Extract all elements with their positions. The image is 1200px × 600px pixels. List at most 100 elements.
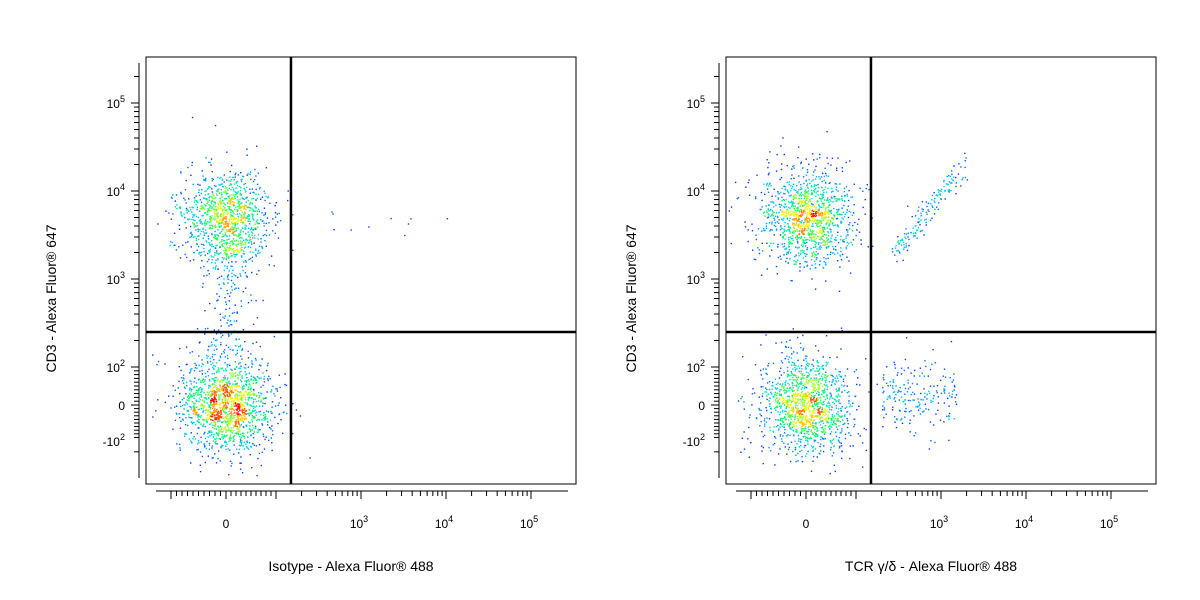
data-point [817,430,819,432]
data-point [796,212,798,215]
data-point [230,422,232,424]
data-point [285,384,288,387]
data-point [243,247,246,249]
data-point [760,409,762,411]
data-point [252,382,254,384]
data-point [204,383,206,385]
data-point [775,342,777,344]
data-point [230,429,232,432]
data-point [800,198,803,200]
data-point [833,403,836,405]
data-point [236,374,239,376]
data-point [789,422,791,425]
data-point [219,245,222,248]
data-point [814,183,816,186]
data-point [230,252,232,255]
data-point [219,385,221,387]
data-point [780,395,782,397]
data-point [743,401,745,403]
data-point [196,411,198,414]
data-point [253,178,256,181]
data-point [804,260,806,263]
data-point [811,180,813,183]
data-point [826,410,828,412]
data-point [787,382,789,384]
data-point [788,406,790,408]
data-point [213,344,216,346]
data-point [825,174,828,177]
data-point [824,408,827,411]
data-point [848,224,850,226]
data-point [190,380,192,383]
data-point [252,410,254,413]
data-point [825,379,827,381]
data-point [250,227,253,229]
data-point [230,408,232,411]
data-point [229,320,231,323]
data-point [812,231,815,233]
data-point [254,393,256,396]
data-point [224,247,226,249]
data-point [188,198,190,200]
data-point [220,425,222,428]
data-point [760,420,762,423]
data-point [237,180,239,183]
data-point [817,253,819,255]
data-point [246,276,248,278]
data-point [252,251,254,253]
data-point [238,408,241,410]
data-point [224,225,226,228]
data-point [238,406,241,409]
data-point [213,383,215,385]
data-point [816,201,818,203]
data-point [240,394,242,397]
data-point [835,407,837,409]
data-point [765,368,767,370]
data-point [244,391,247,393]
data-point [800,237,802,239]
data-point [182,374,185,376]
data-point [828,224,830,226]
data-point [779,255,781,257]
data-point [239,373,241,375]
data-point [793,421,795,423]
data-point [200,365,203,368]
data-point [249,236,251,239]
data-point [249,389,252,391]
data-point [220,222,223,224]
data-point [238,398,241,400]
data-point [784,410,786,412]
data-point [265,167,268,169]
data-point [812,179,814,181]
data-point [820,436,822,438]
data-point [779,370,781,373]
data-point [228,421,230,423]
data-point [780,204,783,206]
data-point [785,399,787,402]
data-point [828,201,830,203]
data-point [792,205,795,207]
data-point [774,407,776,409]
data-point [772,215,774,217]
data-point [260,386,262,388]
data-point [796,261,798,263]
data-point [868,391,870,393]
data-point [247,246,250,248]
data-point [823,179,825,182]
data-point [797,230,799,233]
data-point [795,211,797,213]
data-point [823,403,825,405]
data-point [229,194,231,196]
data-point [231,210,234,212]
data-point [190,390,192,392]
data-point [214,213,216,215]
data-point [808,400,810,402]
data-point [803,266,805,268]
data-point [255,249,257,252]
data-point [819,224,822,227]
data-point [232,282,234,284]
data-point [785,210,787,212]
data-point [230,404,233,406]
data-point [198,191,200,194]
data-point [240,217,242,219]
